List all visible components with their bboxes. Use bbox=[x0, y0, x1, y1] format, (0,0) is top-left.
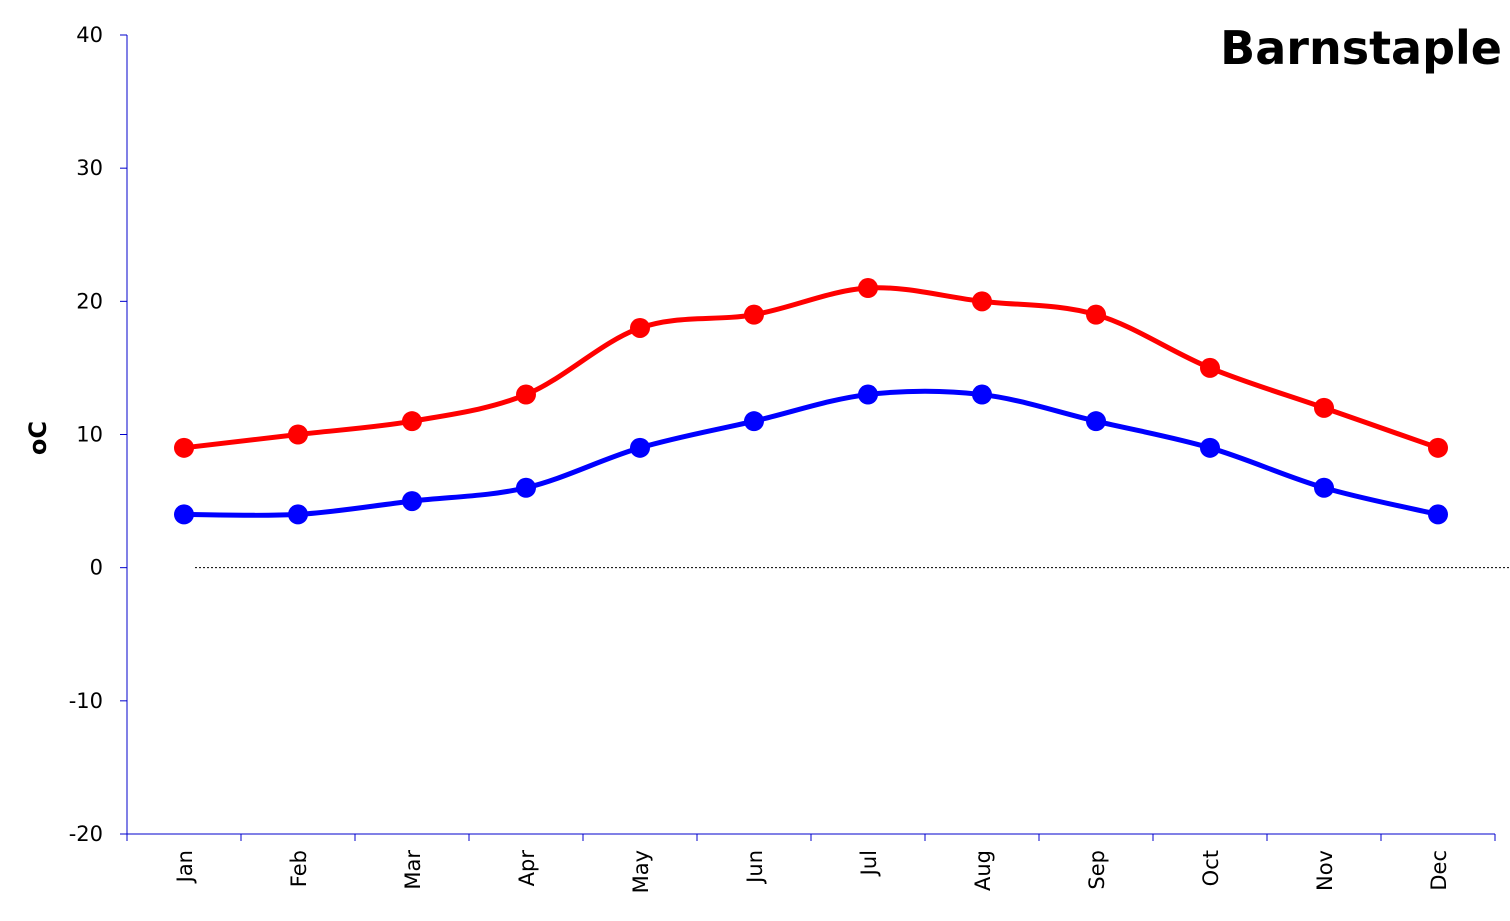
series-0-point-mar bbox=[402, 411, 422, 432]
x-tick-label-may: May bbox=[629, 850, 653, 893]
series-0-point-aug bbox=[972, 291, 992, 312]
axes: -20 -10 0 10 20 30 40 Jan Feb Mar Apr May Jun Jul Aug S… bbox=[69, 23, 1510, 893]
series-0-point-dec bbox=[1428, 437, 1448, 458]
series-0-point-feb bbox=[288, 424, 308, 445]
x-tick-label-jul: Jul bbox=[857, 850, 881, 877]
y-tick-label: -10 bbox=[69, 689, 103, 713]
chart-title: Barnstaple bbox=[1220, 21, 1502, 75]
y-tick-label: 10 bbox=[76, 423, 103, 447]
series-1-point-jun bbox=[744, 411, 764, 432]
series-0-point-may bbox=[630, 317, 650, 338]
y-tick-label: 0 bbox=[90, 556, 103, 580]
x-tick-label-dec: Dec bbox=[1427, 850, 1451, 891]
y-tick-label: -20 bbox=[69, 822, 103, 846]
series-1-point-may bbox=[630, 437, 650, 458]
series-1-point-apr bbox=[516, 477, 536, 498]
series-0-line bbox=[181, 285, 1441, 451]
series-1 bbox=[174, 384, 1448, 525]
series-0-point-jan bbox=[174, 437, 194, 458]
series-1-point-oct bbox=[1200, 437, 1220, 458]
series-layer bbox=[174, 278, 1448, 525]
series-1-point-jul bbox=[858, 384, 878, 405]
y-tick-label: 40 bbox=[76, 23, 103, 47]
x-tick-label-feb: Feb bbox=[287, 850, 311, 887]
series-1-point-jan bbox=[174, 504, 194, 525]
series-0-point-oct bbox=[1200, 357, 1220, 378]
y-tick-label: 30 bbox=[76, 156, 103, 180]
x-tick-label-jun: Jun bbox=[743, 850, 767, 885]
series-1-point-dec bbox=[1428, 504, 1448, 525]
series-0-point-jun bbox=[744, 304, 764, 325]
x-tick-label-nov: Nov bbox=[1313, 850, 1337, 891]
y-axis-label: oC bbox=[24, 421, 52, 455]
series-0-point-apr bbox=[516, 384, 536, 405]
x-tick-label-sep: Sep bbox=[1085, 850, 1109, 890]
series-0-point-jul bbox=[858, 278, 878, 299]
series-1-point-feb bbox=[288, 504, 308, 525]
x-tick-label-aug: Aug bbox=[971, 850, 995, 891]
x-tick-label-mar: Mar bbox=[401, 850, 425, 890]
series-0 bbox=[174, 278, 1448, 458]
series-0-point-nov bbox=[1314, 397, 1334, 418]
x-tick-label-oct: Oct bbox=[1199, 850, 1223, 886]
series-1-point-aug bbox=[972, 384, 992, 405]
series-1-point-sep bbox=[1086, 411, 1106, 432]
series-1-point-nov bbox=[1314, 477, 1334, 498]
x-tick-label-apr: Apr bbox=[515, 850, 539, 887]
series-1-line bbox=[181, 388, 1441, 518]
y-tick-label: 20 bbox=[76, 289, 103, 313]
series-1-point-mar bbox=[402, 491, 422, 512]
series-0-point-sep bbox=[1086, 304, 1106, 325]
x-tick-label-jan: Jan bbox=[173, 850, 197, 884]
